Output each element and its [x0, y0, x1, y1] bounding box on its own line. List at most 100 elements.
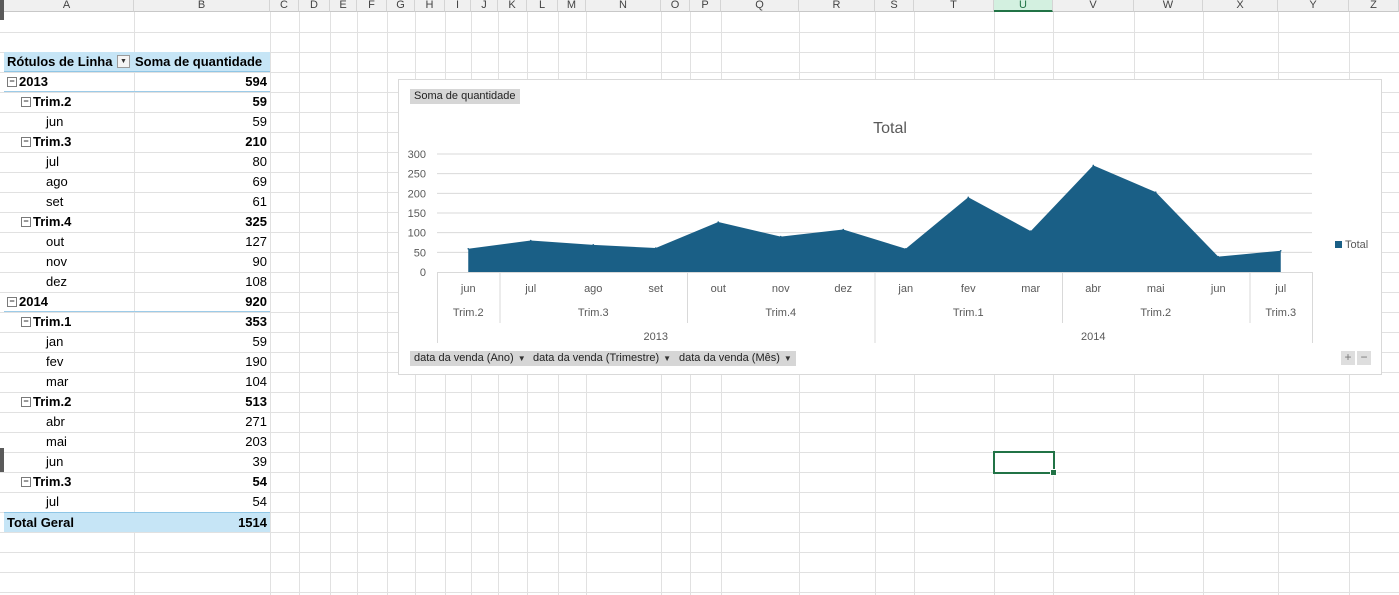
- column-header-q[interactable]: Q: [721, 0, 799, 12]
- pivot-row-value: 210: [245, 134, 267, 149]
- axis-field-button-year[interactable]: data da venda (Ano) ▼: [410, 351, 530, 366]
- pivot-row-value: 54: [252, 474, 267, 489]
- column-header-j[interactable]: J: [471, 0, 498, 12]
- pivot-year-row[interactable]: −2014 920: [4, 292, 270, 312]
- column-header-e[interactable]: E: [330, 0, 357, 12]
- pivot-month-row[interactable]: jan 59: [4, 332, 270, 352]
- pivot-quarter-row[interactable]: − Trim.2 59: [4, 92, 270, 112]
- expand-field-button[interactable]: +: [1341, 351, 1355, 365]
- axis-field-button-month[interactable]: data da venda (Mês) ▼: [675, 351, 796, 366]
- pivot-month-row[interactable]: ago 69: [4, 172, 270, 192]
- column-header-t[interactable]: T: [914, 0, 994, 12]
- grand-total-label: Total Geral: [7, 515, 74, 530]
- pivot-chart[interactable]: Total 0 50 100 150 200 250 300 jun jul ago set out no…: [398, 79, 1382, 375]
- pivot-month-row[interactable]: nov 90: [4, 252, 270, 272]
- collapse-icon[interactable]: −: [21, 96, 31, 107]
- active-cell-selection[interactable]: [993, 451, 1057, 476]
- y-tick-label: 100: [408, 228, 426, 240]
- pivot-quarter-row[interactable]: − Trim.3 54: [4, 472, 270, 492]
- pivot-quarter-row[interactable]: − Trim.1 353: [4, 312, 270, 332]
- x-tick-label: mar: [1021, 283, 1040, 295]
- column-header-l[interactable]: L: [527, 0, 558, 12]
- pivot-year-row[interactable]: −2013 594: [4, 72, 270, 92]
- pivot-row-label: −2014: [7, 292, 48, 312]
- column-header-k[interactable]: K: [498, 0, 527, 12]
- column-header-s[interactable]: S: [875, 0, 914, 12]
- y-tick-label: 300: [408, 149, 426, 161]
- collapse-icon[interactable]: −: [21, 216, 31, 227]
- pivot-month-row[interactable]: out 127: [4, 232, 270, 252]
- row-header-edge[interactable]: [0, 448, 4, 472]
- pivot-row-labels-header: Rótulos de Linha: [7, 54, 113, 69]
- column-header-m[interactable]: M: [558, 0, 586, 12]
- quarter-label: Trim.1: [953, 307, 984, 319]
- collapse-field-button[interactable]: −: [1357, 351, 1371, 365]
- row-labels-filter-dropdown-icon[interactable]: ▼: [117, 55, 130, 68]
- collapse-icon[interactable]: −: [21, 136, 31, 147]
- pivot-month-row[interactable]: fev 190: [4, 352, 270, 372]
- pivot-quarter-row[interactable]: − Trim.3 210: [4, 132, 270, 152]
- column-header-p[interactable]: P: [690, 0, 721, 12]
- pivot-quarter-row[interactable]: − Trim.2 513: [4, 392, 270, 412]
- fill-handle[interactable]: [1050, 469, 1057, 476]
- pivot-month-row[interactable]: set 61: [4, 192, 270, 212]
- x-tick-label: jun: [1210, 283, 1226, 295]
- column-header-r[interactable]: R: [799, 0, 875, 12]
- x-tick-label: mai: [1147, 283, 1165, 295]
- axis-field-label-month: data da venda (Mês): [679, 352, 780, 364]
- collapse-icon[interactable]: −: [21, 396, 31, 407]
- column-header-z[interactable]: Z: [1349, 0, 1399, 12]
- pivot-row-label-text: 2014: [19, 294, 48, 309]
- data-point: [1092, 164, 1095, 167]
- column-header-i[interactable]: I: [445, 0, 471, 12]
- pivot-month-row[interactable]: jun 39: [4, 452, 270, 472]
- row-header-edge[interactable]: [0, 0, 4, 20]
- pivot-month-row[interactable]: abr 271: [4, 412, 270, 432]
- data-point: [592, 244, 595, 246]
- pivot-month-row[interactable]: jul 54: [4, 492, 270, 512]
- column-header-c[interactable]: C: [270, 0, 299, 12]
- value-field-button[interactable]: Soma de quantidade: [410, 89, 520, 104]
- data-point: [1279, 249, 1282, 252]
- collapse-icon[interactable]: −: [21, 316, 31, 327]
- column-header-b[interactable]: B: [134, 0, 270, 12]
- column-header-f[interactable]: F: [357, 0, 387, 12]
- data-point: [1029, 230, 1032, 232]
- column-header-h[interactable]: H: [415, 0, 445, 12]
- column-header-u[interactable]: U: [994, 0, 1053, 12]
- column-header-v[interactable]: V: [1053, 0, 1134, 12]
- column-header-x[interactable]: X: [1203, 0, 1278, 12]
- x-tick-label: nov: [772, 283, 790, 295]
- x-tick-label: set: [648, 283, 663, 295]
- collapse-icon[interactable]: −: [7, 296, 17, 307]
- pivot-row-label: − Trim.2: [21, 392, 71, 412]
- column-header-o[interactable]: O: [661, 0, 690, 12]
- x-tick-label: jul: [1274, 283, 1286, 295]
- pivot-row-label-text: fev: [46, 354, 64, 369]
- column-header-w[interactable]: W: [1134, 0, 1203, 12]
- data-point: [529, 239, 532, 242]
- collapse-icon[interactable]: −: [7, 76, 17, 87]
- pivot-month-row[interactable]: dez 108: [4, 272, 270, 292]
- pivot-row-label: mar: [46, 372, 68, 392]
- pivot-row-value: 54: [252, 494, 267, 509]
- data-point: [467, 247, 470, 250]
- column-header-g[interactable]: G: [387, 0, 415, 12]
- x-tick-label: jun: [460, 283, 476, 295]
- column-header-d[interactable]: D: [299, 0, 330, 12]
- data-point: [654, 247, 657, 249]
- quarter-label: Trim.2: [1140, 307, 1171, 319]
- column-header-a[interactable]: A: [0, 0, 134, 12]
- pivot-month-row[interactable]: jun 59: [4, 112, 270, 132]
- x-tick-label: out: [711, 283, 726, 295]
- pivot-month-row[interactable]: mai 203: [4, 432, 270, 452]
- x-tick-label: dez: [834, 283, 852, 295]
- pivot-month-row[interactable]: mar 104: [4, 372, 270, 392]
- axis-field-button-quarter[interactable]: data da venda (Trimestre) ▼: [529, 351, 676, 366]
- collapse-icon[interactable]: −: [21, 476, 31, 487]
- pivot-quarter-row[interactable]: − Trim.4 325: [4, 212, 270, 232]
- pivot-month-row[interactable]: jul 80: [4, 152, 270, 172]
- pivot-row-label-text: 2013: [19, 74, 48, 89]
- column-header-y[interactable]: Y: [1278, 0, 1349, 12]
- column-header-n[interactable]: N: [586, 0, 661, 12]
